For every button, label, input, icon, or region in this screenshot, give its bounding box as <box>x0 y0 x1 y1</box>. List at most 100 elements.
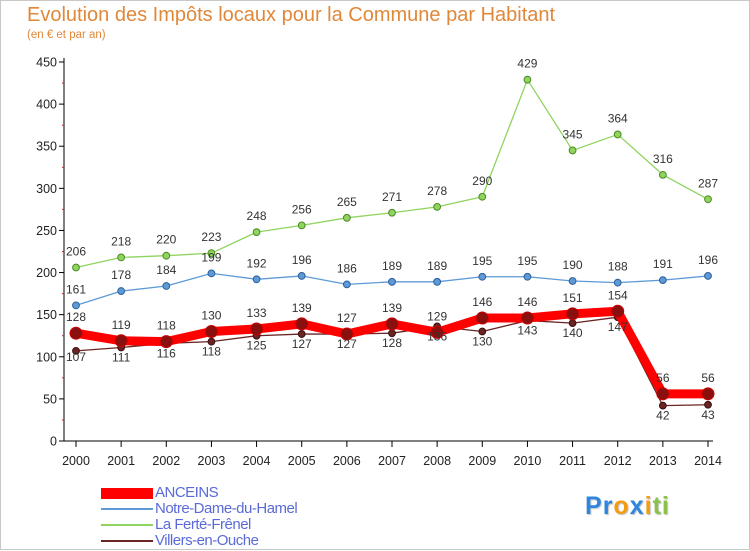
data-label: 184 <box>156 263 176 277</box>
data-label: 136 <box>427 329 447 343</box>
x-tick-label: 2010 <box>514 454 542 468</box>
x-tick-label: 2013 <box>649 454 677 468</box>
legend-swatch <box>101 487 153 499</box>
data-label: 220 <box>156 233 176 247</box>
logo-letter: i <box>661 492 670 520</box>
proxiti-logo: Proxiti <box>585 492 670 521</box>
data-label: 130 <box>201 309 221 323</box>
data-label: 195 <box>517 254 537 268</box>
data-label: 133 <box>247 306 267 320</box>
data-label: 127 <box>337 337 357 351</box>
data-label: 151 <box>563 291 583 305</box>
data-label: 271 <box>382 190 402 204</box>
x-tick-label: 2011 <box>559 454 586 468</box>
data-point <box>478 192 487 201</box>
y-tick-label: 250 <box>36 224 57 238</box>
logo-letter: o <box>613 492 630 520</box>
x-tick-label: 2004 <box>243 454 271 468</box>
data-point <box>114 334 128 348</box>
y-tick-label: 400 <box>36 98 57 112</box>
data-point <box>162 251 171 260</box>
data-label: 256 <box>292 202 312 216</box>
data-point <box>252 228 261 237</box>
x-tick-label: 2012 <box>604 454 632 468</box>
data-point <box>388 208 396 217</box>
data-label: 161 <box>66 282 86 296</box>
legend-swatch <box>101 508 153 510</box>
data-label: 189 <box>382 259 402 273</box>
legend-swatch <box>101 524 153 526</box>
data-point <box>478 327 487 336</box>
data-point <box>72 301 80 310</box>
data-label: 140 <box>563 326 583 340</box>
data-point <box>207 269 216 278</box>
data-point <box>69 326 83 340</box>
x-tick-label: 2002 <box>152 454 180 468</box>
data-point <box>701 387 715 401</box>
logo-letter: P <box>585 492 603 520</box>
legend-swatch <box>101 540 153 542</box>
y-tick-label: 450 <box>36 56 57 70</box>
data-label: 127 <box>337 311 357 325</box>
data-point <box>207 337 216 346</box>
data-label: 118 <box>157 319 176 333</box>
data-label: 107 <box>66 350 86 364</box>
x-tick-label: 2006 <box>333 454 361 468</box>
data-label: 128 <box>382 336 402 350</box>
data-point <box>297 272 306 280</box>
data-point <box>117 287 126 295</box>
data-point <box>342 213 351 222</box>
x-tick-label: 2007 <box>378 454 406 468</box>
data-label: 42 <box>656 409 670 423</box>
data-label: 192 <box>247 256 267 270</box>
data-label: 218 <box>111 234 131 248</box>
data-point <box>613 278 622 287</box>
data-point <box>430 325 444 339</box>
data-label: 278 <box>427 184 447 198</box>
data-point <box>704 272 712 280</box>
data-point <box>478 272 487 281</box>
data-point <box>658 170 667 179</box>
data-label: 130 <box>472 335 492 349</box>
data-label: 189 <box>427 259 447 273</box>
data-label: 196 <box>698 253 718 267</box>
y-tick-label: 100 <box>36 350 57 364</box>
data-label: 129 <box>427 309 447 323</box>
x-tick-label: 2000 <box>62 454 90 468</box>
data-label: 111 <box>112 351 131 365</box>
x-tick-label: 2005 <box>288 454 316 468</box>
data-label: 56 <box>656 371 670 385</box>
data-label: 316 <box>653 152 673 166</box>
data-point <box>72 263 80 272</box>
data-point <box>656 387 670 401</box>
x-tick-label: 2003 <box>198 454 226 468</box>
data-label: 265 <box>337 195 357 209</box>
data-label: 199 <box>201 250 221 264</box>
data-label: 139 <box>292 301 312 315</box>
data-label: 206 <box>66 245 86 259</box>
data-label: 429 <box>517 57 537 71</box>
data-point <box>72 346 80 355</box>
data-label: 223 <box>201 230 221 244</box>
legend-item: Villers-en-Ouche <box>101 532 361 549</box>
data-point <box>568 146 577 155</box>
legend-label: Villers-en-Ouche <box>155 532 259 549</box>
legend-label: ANCEINS <box>155 484 219 501</box>
data-point <box>475 311 489 325</box>
legend-label: Notre-Dame-du-Hamel <box>155 500 298 517</box>
data-label: 188 <box>608 260 628 274</box>
logo-letter: i <box>644 492 653 520</box>
data-label: 146 <box>472 295 492 309</box>
x-tick-label: 2001 <box>107 454 135 468</box>
data-point <box>523 75 532 84</box>
data-label: 154 <box>608 288 628 302</box>
y-tick-label: 200 <box>36 266 57 280</box>
data-label: 139 <box>382 301 402 315</box>
chart-title: Evolution des Impôts locaux pour la Comm… <box>27 4 556 26</box>
legend-item: La Ferté-Frênel <box>101 516 361 533</box>
data-point <box>342 280 351 289</box>
legend-item: ANCEINS <box>101 484 361 501</box>
data-point <box>162 282 171 290</box>
legend-item: Notre-Dame-du-Hamel <box>101 500 361 517</box>
